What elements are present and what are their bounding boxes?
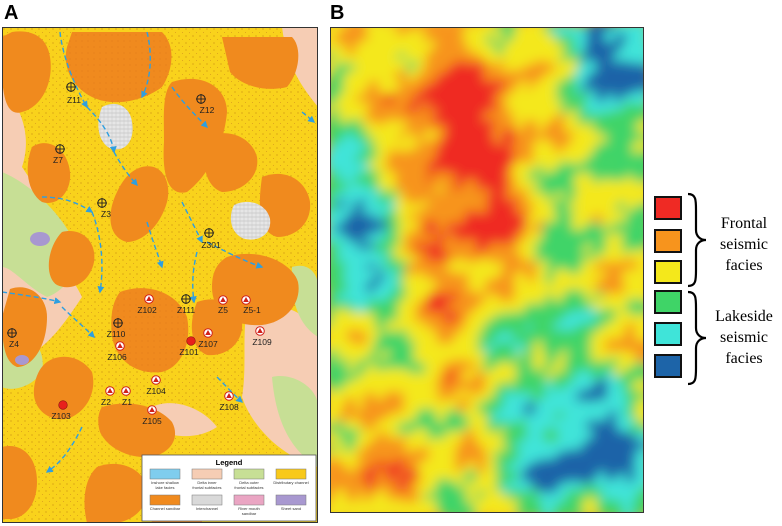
well-label: Z110	[107, 329, 126, 339]
sheet-sand-zones	[15, 232, 50, 365]
svg-text:Inshore shallow: Inshore shallow	[151, 480, 179, 485]
well-label: Z109	[252, 337, 272, 347]
well-z11: Z11	[66, 82, 81, 105]
well-label: Z108	[219, 402, 239, 412]
legend-title: Legend	[216, 458, 243, 467]
well-label: Z111	[177, 305, 195, 315]
well-z110: Z110	[107, 318, 126, 339]
well-z104: Z104	[146, 375, 166, 396]
well-z3: Z3	[97, 198, 111, 219]
well-label: Z106	[107, 352, 127, 362]
well-label: Z2	[101, 397, 111, 407]
well-z4: Z4	[7, 328, 19, 349]
frontal-swatch	[654, 229, 682, 253]
lakeside-swatch	[654, 322, 682, 346]
frontal-label-line-3: facies	[725, 257, 763, 274]
lakeside-label-line-1: Lakeside	[715, 308, 773, 325]
well-z2: Z2	[101, 386, 115, 407]
frontal-brace	[687, 192, 707, 288]
lakeside-swatch	[654, 290, 682, 314]
svg-text:sandbar: sandbar	[242, 511, 257, 516]
well-z301: Z301	[201, 228, 221, 250]
well-markers: Z11 Z12 Z7 Z3 Z301 Z111 Z4 Z110 Z102 Z5 Z5-1 Z106 Z1…	[7, 82, 272, 426]
well-z107: Z107	[198, 328, 218, 349]
well-z5: Z5	[218, 295, 228, 315]
legend-item: Distributary channel	[273, 468, 309, 485]
frontal-seismic-facies-label: Frontal seismic facies	[706, 213, 782, 276]
sedimentary-facies-map: Z11 Z12 Z7 Z3 Z301 Z111 Z4 Z110 Z102 Z5 Z5-1 Z106 Z1…	[2, 27, 318, 523]
lakeside-label-line-2: seismic	[720, 329, 768, 346]
well-label: Z5-1	[243, 305, 261, 315]
well-z101: Z101	[179, 336, 199, 357]
well-label: Z102	[137, 305, 157, 315]
legend-item: Sheet sand	[275, 494, 307, 511]
well-z109: Z109	[252, 326, 272, 347]
seismic-facies-map	[330, 27, 644, 513]
well-z7: Z7	[53, 144, 65, 165]
well-z5-1: Z5-1	[241, 295, 261, 315]
well-z106: Z106	[107, 341, 127, 362]
svg-text:lake facies: lake facies	[156, 485, 175, 490]
well-label: Z3	[101, 209, 111, 219]
well-label: Z12	[200, 105, 215, 115]
well-label: Z107	[198, 339, 218, 349]
panel-a-letter: A	[4, 2, 19, 24]
well-z102: Z102	[137, 294, 157, 315]
well-label: Z4	[9, 339, 19, 349]
lakeside-brace	[687, 290, 707, 386]
svg-text:Interchannel: Interchannel	[196, 506, 218, 511]
svg-text:frontal subfacies: frontal subfacies	[192, 485, 221, 490]
well-label: Z101	[179, 347, 199, 357]
svg-text:Sheet sand: Sheet sand	[281, 506, 301, 511]
svg-text:Distributary channel: Distributary channel	[273, 480, 308, 485]
well-z103: Z103	[51, 400, 71, 421]
panel-b-letter: B	[330, 2, 345, 24]
well-z12: Z12	[196, 94, 215, 115]
well-z111: Z111	[177, 294, 195, 315]
well-z108: Z108	[219, 391, 239, 412]
frontal-label-line-1: Frontal	[720, 215, 768, 232]
frontal-swatch	[654, 196, 682, 220]
well-label: Z5	[218, 305, 228, 315]
svg-text:frontal subfacies: frontal subfacies	[234, 485, 263, 490]
well-label: Z301	[201, 240, 221, 250]
legend-item: Interchannel	[191, 494, 223, 511]
well-label: Z11	[67, 95, 81, 105]
flow-arrows	[2, 31, 316, 473]
well-z1: Z1	[121, 386, 132, 407]
well-z105: Z105	[142, 405, 162, 426]
lakeside-seismic-facies-label: Lakeside seismic facies	[706, 306, 782, 369]
legend-item: Channel sandbar	[149, 494, 181, 511]
svg-text:Delta inner: Delta inner	[197, 480, 217, 485]
interchannel-zones	[98, 103, 271, 240]
well-label: Z7	[53, 155, 63, 165]
svg-text:Delta outer: Delta outer	[239, 480, 259, 485]
well-label: Z103	[51, 411, 71, 421]
lakeside-label-line-3: facies	[725, 350, 763, 367]
well-label: Z1	[122, 397, 132, 407]
well-label: Z104	[146, 386, 166, 396]
frontal-swatch	[654, 260, 682, 284]
svg-text:Channel sandbar: Channel sandbar	[150, 506, 181, 511]
well-label: Z105	[142, 416, 162, 426]
svg-text:River mouth: River mouth	[238, 506, 260, 511]
frontal-label-line-2: seismic	[720, 236, 768, 253]
lakeside-swatch	[654, 354, 682, 378]
